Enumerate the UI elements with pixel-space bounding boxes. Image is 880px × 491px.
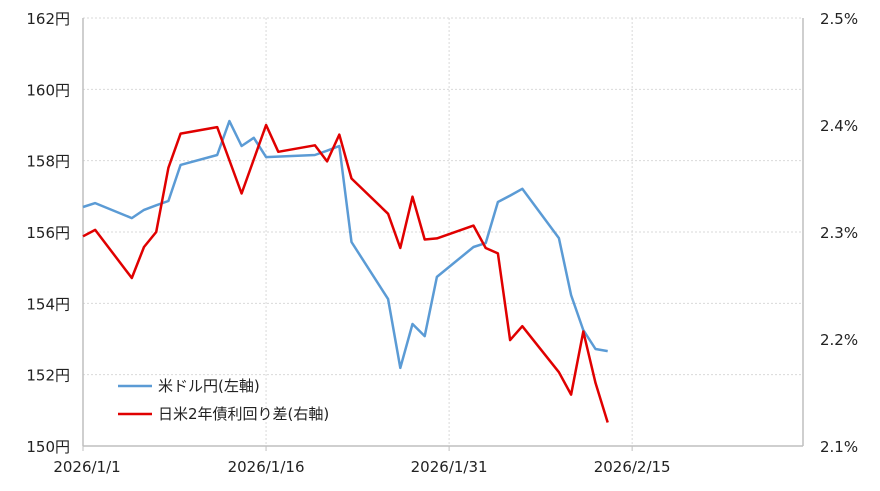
left-axis-tick-label: 158円: [26, 153, 70, 171]
left-axis-tick-label: 160円: [26, 81, 70, 99]
x-axis-tick-label: 2026/1/31: [411, 458, 488, 476]
right-axis-tick-label: 2.2%: [820, 331, 858, 349]
left-axis-tick-label: 152円: [26, 367, 70, 385]
legend-label-spread: 日米2年債利回り差(右軸): [158, 405, 329, 423]
right-axis-tick-label: 2.5%: [820, 10, 858, 28]
right-axis-tick-label: 2.3%: [820, 224, 858, 242]
series-line-usdjpy: [82, 119, 608, 370]
legend-label-usdjpy: 米ドル円(左軸): [158, 377, 260, 395]
x-axis-tick-label: 2026/1/1: [53, 458, 120, 476]
legend: 米ドル円(左軸) 日米2年債利回り差(右軸): [118, 377, 329, 423]
right-axis-tick-label: 2.4%: [820, 117, 858, 135]
left-axis-tick-label: 156円: [26, 224, 70, 242]
gridlines: [83, 17, 803, 446]
left-axis-tick-label: 162円: [26, 10, 70, 28]
x-axis-tick-label: 2026/1/16: [228, 458, 305, 476]
left-axis-tick-label: 154円: [26, 295, 70, 313]
series-line-yield-spread: [82, 123, 609, 423]
series-lines: [82, 119, 609, 423]
left-axis-tick-label: 150円: [26, 438, 70, 456]
axes: 150円 152円 154円 156円 158円 160円 162円 2.1% 2.2% 2.3%…: [26, 10, 858, 476]
x-axis-tick-label: 2026/2/15: [594, 458, 671, 476]
right-axis-tick-label: 2.1%: [820, 438, 858, 456]
